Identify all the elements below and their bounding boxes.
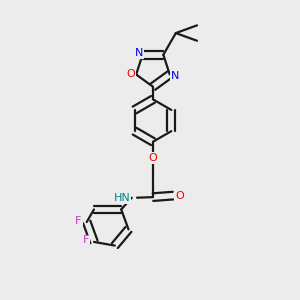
Text: N: N (135, 48, 143, 58)
Text: O: O (127, 70, 135, 80)
Text: O: O (148, 153, 157, 163)
Text: HN: HN (113, 193, 130, 203)
Text: N: N (171, 71, 179, 81)
Text: F: F (82, 236, 89, 245)
Text: O: O (175, 190, 184, 201)
Text: F: F (75, 215, 82, 226)
